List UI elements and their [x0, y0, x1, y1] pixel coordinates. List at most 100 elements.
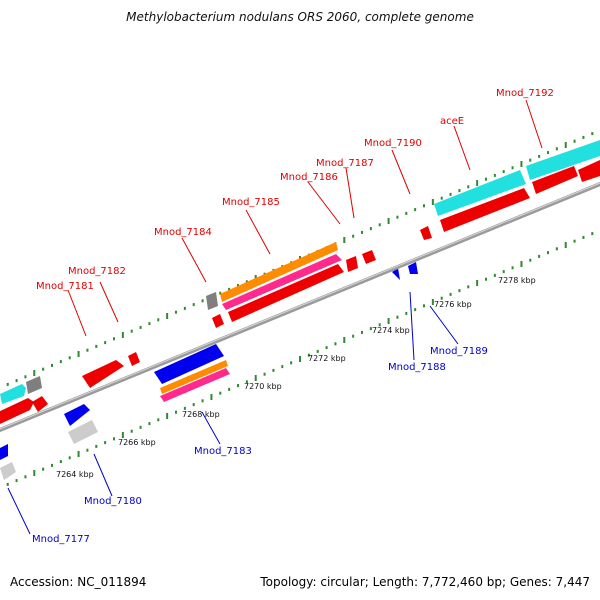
cds-feature	[346, 256, 358, 272]
tick-mark	[529, 158, 532, 162]
leader-line	[409, 291, 415, 361]
tick-mark	[564, 242, 567, 248]
genome-backbone-highlight	[0, 182, 600, 430]
tick-mark	[59, 460, 62, 464]
scale-label: 7268 kbp	[182, 410, 220, 419]
scale-label: 7278 kbp	[498, 276, 536, 285]
scale-label: 7270 kbp	[244, 382, 282, 391]
cds-feature	[68, 420, 98, 444]
tick-mark	[387, 318, 390, 324]
tick-mark	[573, 139, 576, 143]
tick-mark	[113, 337, 115, 341]
leader-line	[67, 289, 87, 337]
cds-feature	[440, 188, 530, 232]
tick-mark	[86, 448, 89, 452]
leader-line	[245, 209, 271, 255]
tick-mark	[237, 384, 239, 388]
tick-mark	[352, 234, 355, 238]
tick-mark	[440, 296, 443, 300]
tick-mark	[423, 204, 425, 208]
cds-feature	[206, 292, 218, 310]
tick-mark	[281, 365, 284, 369]
tick-mark	[175, 410, 177, 414]
tick-mark	[458, 189, 461, 193]
tick-mark	[192, 403, 195, 407]
tick-mark	[467, 185, 470, 189]
tick-mark	[538, 254, 541, 258]
tick-mark	[201, 299, 204, 303]
tick-mark	[414, 208, 417, 212]
tick-mark	[520, 161, 523, 167]
tick-mark	[529, 258, 532, 262]
feature-label: Mnod_7181	[36, 281, 94, 292]
tick-mark	[77, 351, 80, 357]
tick-mark	[414, 308, 417, 312]
cds-feature	[128, 352, 140, 366]
tick-mark	[6, 482, 9, 486]
tick-mark	[24, 475, 27, 479]
tick-mark	[166, 313, 169, 319]
tick-mark	[378, 323, 381, 327]
tick-mark	[130, 429, 133, 433]
leader-line	[201, 411, 221, 445]
tick-mark	[396, 215, 399, 219]
cds-feature	[220, 242, 338, 302]
tick-mark	[42, 367, 45, 371]
tick-mark	[582, 135, 585, 139]
tick-mark	[555, 147, 558, 151]
tick-mark	[511, 266, 514, 270]
tick-mark	[104, 341, 107, 345]
tick-mark	[228, 387, 231, 391]
tick-mark	[485, 177, 487, 181]
tick-mark	[59, 360, 62, 364]
feature-label: Mnod_7187	[316, 158, 374, 169]
tick-mark	[121, 332, 124, 338]
tick-mark	[104, 441, 107, 445]
tick-mark	[387, 218, 390, 224]
leader-line	[7, 487, 31, 535]
tick-mark	[449, 292, 452, 296]
tick-mark	[95, 444, 98, 448]
tick-mark	[77, 451, 80, 457]
tick-mark	[24, 375, 27, 379]
tick-mark	[520, 261, 523, 267]
tick-mark	[538, 154, 541, 158]
leader-line	[345, 167, 355, 219]
tick-mark	[449, 192, 452, 196]
tick-mark	[113, 437, 115, 441]
tick-mark	[502, 170, 505, 174]
cds-feature	[434, 170, 526, 216]
tick-mark	[290, 361, 293, 365]
cds-feature	[32, 396, 48, 412]
feature-label: Mnod_7186	[280, 172, 338, 183]
tick-mark	[485, 277, 487, 281]
tick-mark	[458, 289, 461, 293]
leader-line	[525, 99, 543, 149]
leader-line	[429, 305, 459, 345]
tick-mark	[431, 199, 434, 205]
cds-feature	[420, 226, 432, 240]
cds-feature	[408, 262, 418, 274]
tick-mark	[263, 372, 266, 376]
tick-mark	[175, 310, 177, 314]
tick-mark	[493, 173, 496, 177]
tick-mark	[201, 399, 204, 403]
tick-mark	[33, 370, 36, 376]
feature-label: Mnod_7184	[154, 227, 212, 238]
tick-mark	[547, 151, 549, 155]
cds-feature	[160, 368, 230, 402]
tick-mark	[343, 337, 346, 343]
tick-mark	[183, 406, 186, 410]
tick-mark	[139, 325, 142, 329]
tick-mark	[15, 379, 18, 383]
tick-mark	[272, 368, 275, 372]
tick-mark	[405, 211, 408, 215]
cds-feature	[532, 166, 578, 194]
tick-mark	[245, 280, 248, 284]
leader-line	[307, 181, 341, 225]
tick-mark	[467, 285, 470, 289]
leader-line	[181, 237, 207, 283]
tick-mark	[139, 425, 142, 429]
cds-feature	[160, 360, 228, 394]
tick-mark	[423, 304, 425, 308]
